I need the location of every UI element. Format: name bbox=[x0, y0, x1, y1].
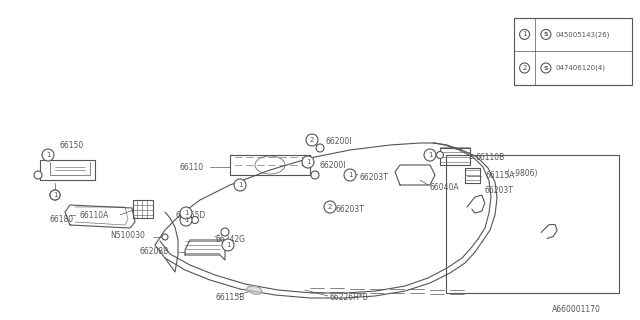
Text: 66040A: 66040A bbox=[430, 183, 460, 193]
Text: 66180: 66180 bbox=[50, 215, 74, 225]
Circle shape bbox=[436, 151, 444, 158]
Circle shape bbox=[42, 149, 54, 161]
Text: 66110: 66110 bbox=[180, 164, 204, 172]
Circle shape bbox=[221, 228, 229, 236]
Text: 1: 1 bbox=[45, 152, 51, 158]
Circle shape bbox=[541, 63, 551, 73]
Circle shape bbox=[324, 201, 336, 213]
Text: 2: 2 bbox=[310, 137, 314, 143]
Text: 1: 1 bbox=[428, 152, 432, 158]
Circle shape bbox=[520, 29, 529, 39]
Text: 66115B: 66115B bbox=[215, 293, 244, 302]
Circle shape bbox=[311, 171, 319, 179]
Text: S: S bbox=[543, 66, 548, 70]
Text: 66203T: 66203T bbox=[360, 173, 389, 182]
Circle shape bbox=[180, 214, 192, 226]
Circle shape bbox=[162, 234, 168, 240]
Text: 66200I: 66200I bbox=[325, 138, 351, 147]
Circle shape bbox=[34, 171, 42, 179]
Text: ( -9806): ( -9806) bbox=[507, 169, 537, 178]
Text: 1: 1 bbox=[522, 31, 527, 37]
Text: 1: 1 bbox=[184, 210, 188, 216]
Text: 2: 2 bbox=[328, 204, 332, 210]
Text: 66203T: 66203T bbox=[335, 205, 364, 214]
Circle shape bbox=[302, 156, 314, 168]
Text: 1: 1 bbox=[306, 159, 310, 165]
Text: 2: 2 bbox=[522, 65, 527, 71]
Text: 66226H*B: 66226H*B bbox=[330, 293, 369, 302]
Bar bbox=[514, 18, 632, 85]
Circle shape bbox=[344, 169, 356, 181]
Circle shape bbox=[50, 190, 60, 200]
Text: 66242G: 66242G bbox=[215, 236, 245, 244]
Circle shape bbox=[191, 217, 198, 223]
Text: A660001170: A660001170 bbox=[552, 305, 600, 314]
Bar bbox=[446, 155, 619, 293]
Text: 66200I: 66200I bbox=[320, 161, 346, 170]
Circle shape bbox=[180, 207, 192, 219]
Circle shape bbox=[520, 63, 529, 73]
Circle shape bbox=[316, 144, 324, 152]
Text: 1: 1 bbox=[348, 172, 352, 178]
Circle shape bbox=[50, 190, 60, 200]
Text: 1: 1 bbox=[52, 192, 57, 198]
Circle shape bbox=[234, 179, 246, 191]
Text: 66203T: 66203T bbox=[484, 187, 513, 196]
Polygon shape bbox=[246, 286, 262, 294]
Text: S: S bbox=[543, 32, 548, 37]
Text: 66115A: 66115A bbox=[485, 171, 515, 180]
Text: 66110B: 66110B bbox=[475, 154, 504, 163]
Circle shape bbox=[541, 29, 551, 39]
Text: N510030: N510030 bbox=[110, 231, 145, 241]
Text: 66065D: 66065D bbox=[175, 211, 205, 220]
Text: 1: 1 bbox=[184, 217, 188, 223]
Text: 047406120(4): 047406120(4) bbox=[556, 65, 605, 71]
Text: 66208B: 66208B bbox=[140, 247, 169, 257]
Text: 045005143(26): 045005143(26) bbox=[556, 31, 610, 38]
Text: 1: 1 bbox=[226, 242, 230, 248]
Circle shape bbox=[306, 134, 318, 146]
Text: 66150: 66150 bbox=[60, 140, 84, 149]
Circle shape bbox=[222, 239, 234, 251]
Circle shape bbox=[424, 149, 436, 161]
Text: 66110A: 66110A bbox=[80, 211, 109, 220]
Text: 1: 1 bbox=[237, 182, 243, 188]
